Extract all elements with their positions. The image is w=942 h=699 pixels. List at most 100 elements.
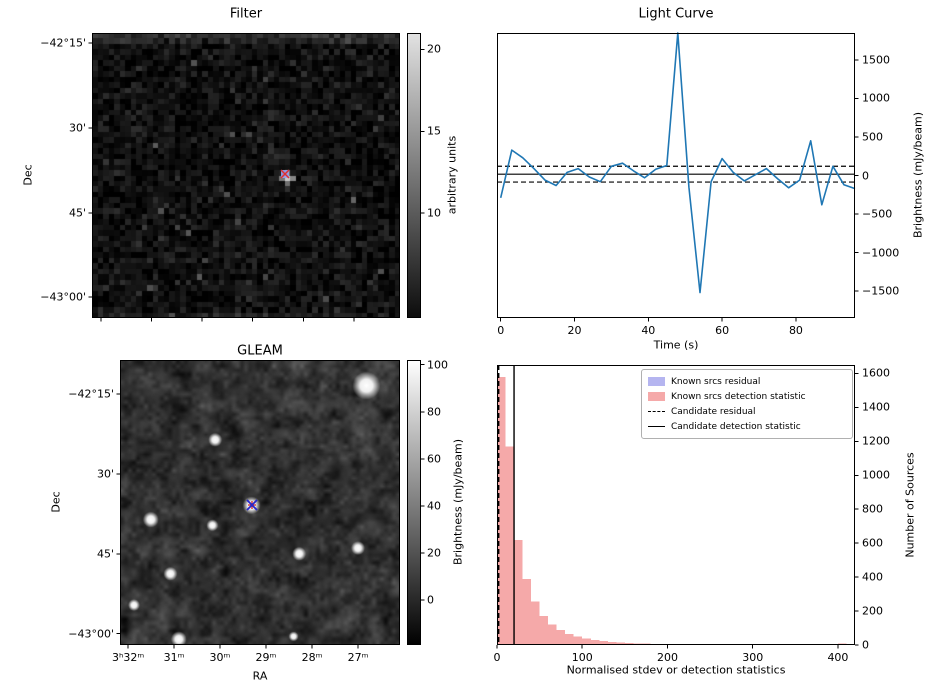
hist-bar — [676, 644, 685, 645]
tick-label: 20 — [427, 546, 441, 560]
tick-label: 0 — [862, 638, 869, 652]
hist-bar — [497, 376, 506, 645]
tick-label: 300 — [742, 651, 764, 664]
hist-bar — [650, 643, 659, 645]
tick-label: 3ʰ32ᵐ — [111, 651, 145, 664]
legend-label: Candidate detection statistic — [671, 421, 801, 432]
tick-label: 20 — [427, 42, 441, 56]
tick-label: 60 — [715, 324, 730, 337]
gleam-colorbar — [407, 360, 421, 645]
hist-bar — [693, 644, 702, 645]
hist-bar — [497, 376, 506, 645]
histogram-xlabel: Normalised stdev or detection statistics — [566, 663, 786, 677]
tick-label: 20 — [567, 324, 582, 337]
tick-label: 0 — [862, 169, 869, 182]
tick-label: 1000 — [862, 468, 890, 482]
tick-label: 30' — [68, 121, 86, 135]
light-curve-ylabel: Brightness (mJy/beam) — [911, 111, 925, 239]
tick-label: 500 — [862, 130, 883, 144]
legend: Known srcs residual Known srcs detection … — [641, 369, 853, 439]
legend-swatch — [648, 392, 665, 401]
tick-label: 40 — [427, 499, 441, 513]
tick-label: 200 — [656, 651, 678, 664]
gleam-image — [120, 360, 400, 645]
tick-label: 45' — [68, 206, 86, 220]
tick-label: 27ᵐ — [347, 651, 369, 664]
axes-frame — [497, 33, 855, 318]
legend-line-sample — [648, 426, 665, 427]
legend-line-sample — [648, 411, 665, 412]
hist-bar — [539, 616, 549, 645]
filter-ylabel: Dec — [21, 164, 35, 186]
legend-item: Known srcs residual — [648, 374, 846, 389]
tick-label: −1000 — [862, 246, 900, 260]
hist-bar — [658, 643, 668, 645]
tick-label: 1600 — [862, 366, 890, 380]
tick-label: 0 — [427, 593, 434, 607]
gleam-xlabel: RA — [252, 669, 268, 683]
hist-bar — [701, 644, 711, 645]
tick-label: 80 — [427, 405, 441, 419]
hist-bar — [837, 643, 847, 645]
legend-label: Candidate residual — [671, 406, 756, 417]
hist-bar — [531, 601, 540, 645]
hist-bar — [582, 638, 591, 645]
tick-label: −43°00' — [40, 290, 86, 304]
tick-label: 0 — [493, 651, 501, 664]
hist-bar — [607, 641, 617, 645]
tick-label: 60 — [427, 452, 441, 466]
gleam-colorbar-label: Brightness (mJy/beam) — [451, 438, 465, 566]
tick-label: 200 — [862, 604, 883, 618]
legend-item: Candidate detection statistic — [648, 419, 846, 434]
tick-label: 1500 — [862, 53, 890, 67]
hist-bar — [599, 640, 608, 645]
tick-label: 10 — [427, 206, 441, 220]
tick-label: 1400 — [862, 400, 890, 414]
hist-bar — [548, 624, 557, 645]
legend-item: Candidate residual — [648, 404, 846, 419]
legend-swatch — [648, 377, 665, 386]
light-curve-line — [499, 32, 856, 294]
hist-bar — [616, 642, 625, 645]
tick-label: −500 — [862, 207, 893, 221]
gleam-ylabel: Dec — [49, 491, 63, 513]
tick-label: 100 — [571, 651, 593, 664]
hist-bar — [667, 644, 676, 645]
tick-label: 40 — [641, 324, 656, 337]
tick-label: 80 — [788, 324, 803, 337]
hist-bar — [565, 633, 574, 645]
tick-label: 1000 — [862, 91, 890, 105]
histogram-ylabel: Number of Sources — [903, 452, 917, 558]
tick-label: 45' — [96, 547, 114, 561]
legend-item: Known srcs detection statistic — [648, 389, 846, 404]
tick-label: −43°00' — [68, 627, 114, 641]
legend-label: Known srcs detection statistic — [671, 391, 806, 402]
tick-label: −1500 — [862, 284, 900, 298]
hist-bar — [573, 636, 583, 645]
tick-label: 30' — [96, 467, 114, 481]
hist-bar — [641, 643, 651, 645]
tick-label: 31ᵐ — [163, 651, 185, 664]
filter-title: Filter — [229, 6, 263, 22]
light-curve-title: Light Curve — [638, 6, 714, 22]
hist-bar — [590, 639, 600, 645]
hist-bar — [514, 539, 523, 645]
tick-label: 30ᵐ — [209, 651, 231, 664]
light-curve-xlabel: Time (s) — [653, 338, 699, 352]
tick-label: 800 — [862, 502, 883, 516]
tick-label: 29ᵐ — [255, 651, 277, 664]
hist-bar — [522, 578, 532, 645]
gleam-title: GLEAM — [237, 343, 283, 359]
tick-label: −42°15' — [40, 36, 86, 50]
legend-label: Known srcs residual — [671, 376, 761, 387]
hist-bar — [684, 644, 694, 645]
tick-label: 0 — [497, 324, 505, 337]
tick-label: 400 — [827, 651, 849, 664]
tick-label: 400 — [862, 570, 883, 584]
tick-label: 1200 — [862, 434, 890, 448]
tick-label: 600 — [862, 536, 883, 550]
hist-bar — [505, 446, 515, 645]
tick-label: 100 — [427, 358, 448, 372]
hist-bar — [633, 643, 642, 645]
